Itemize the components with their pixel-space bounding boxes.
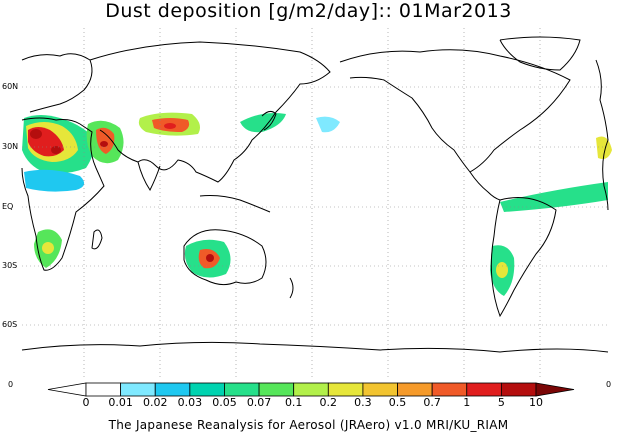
colorbar-label: 0.01 xyxy=(108,396,133,409)
grid-lines xyxy=(22,28,608,380)
coast-indonesia xyxy=(199,195,271,213)
colorbar-edge-right: 0 xyxy=(606,380,612,389)
dust-pacific-light xyxy=(316,116,340,133)
coast-australia xyxy=(183,229,267,286)
coast-asia xyxy=(89,41,331,183)
colorbar-label: 0.5 xyxy=(388,396,407,409)
colorbar-edge-left: 0 xyxy=(8,380,14,389)
coast-madagascar xyxy=(91,229,103,250)
coast-south-america xyxy=(490,197,557,318)
coast-north-america xyxy=(339,49,571,173)
dust-atlantic xyxy=(500,182,608,212)
coast-europe xyxy=(21,53,93,113)
dust-field xyxy=(22,112,612,296)
lat-label-30s: 30S xyxy=(2,261,18,270)
colorbar-triangle-right xyxy=(535,382,575,397)
colorbar-label: 10 xyxy=(529,396,543,409)
colorbar xyxy=(47,382,575,397)
coast-greenland xyxy=(499,36,581,71)
coast-right-edge xyxy=(595,59,609,211)
coast-newzealand xyxy=(289,277,294,299)
coast-africa xyxy=(21,117,105,271)
colorbar-box xyxy=(362,382,398,397)
map-title: Dust deposition [g/m2/day]:: 01Mar2013 xyxy=(105,0,512,22)
dust-sahel xyxy=(24,169,85,192)
dust-arabia-core xyxy=(96,127,115,154)
colorbar-box xyxy=(224,382,260,397)
colorbar-box xyxy=(189,382,225,397)
colorbar-label: 0.7 xyxy=(423,396,441,409)
coast-antarctica xyxy=(21,341,609,353)
colorbar-box xyxy=(397,382,433,397)
colorbar-box xyxy=(258,382,295,397)
lat-label-eq: EQ xyxy=(2,202,14,211)
lat-label-30n: 30N xyxy=(2,142,19,151)
footer-credit: The Japanese Reanalysis for Aerosol (JRA… xyxy=(108,418,509,432)
colorbar-label: 0.05 xyxy=(212,396,237,409)
colorbar-box xyxy=(85,382,122,397)
dust-west-africa-right xyxy=(596,136,612,159)
colorbar-label: 0.02 xyxy=(142,396,168,409)
colorbar-box xyxy=(327,382,364,397)
colorbar-label: 0.03 xyxy=(177,396,203,409)
colorbar-box xyxy=(431,382,468,397)
colorbar-box xyxy=(293,382,329,397)
colorbar-triangle-left xyxy=(47,382,87,397)
coast-central-america xyxy=(469,171,501,201)
colorbar-box xyxy=(154,382,191,397)
colorbar-box xyxy=(466,382,502,397)
colorbar-label: 5 xyxy=(497,396,505,409)
colorbar-label: 0.1 xyxy=(284,396,303,409)
colorbar-box xyxy=(120,382,156,397)
lat-label-60s: 60S xyxy=(2,320,18,329)
colorbar-label: 0.2 xyxy=(319,396,338,409)
coast-india xyxy=(137,161,161,191)
coast-japan xyxy=(261,110,277,131)
colorbar-label: 0 xyxy=(82,396,90,409)
colorbar-label: 0.07 xyxy=(246,396,272,409)
colorbar-labels: 0 0.01 0.02 0.03 0.05 0.07 0.1 0.2 0.3 0.5 0.7 1 5 10 xyxy=(0,396,617,410)
colorbar-label: 1 xyxy=(463,396,471,409)
coastlines xyxy=(21,36,609,353)
lat-label-60n: 60N xyxy=(2,82,19,91)
colorbar-box xyxy=(500,382,537,397)
colorbar-label: 0.3 xyxy=(354,396,372,409)
